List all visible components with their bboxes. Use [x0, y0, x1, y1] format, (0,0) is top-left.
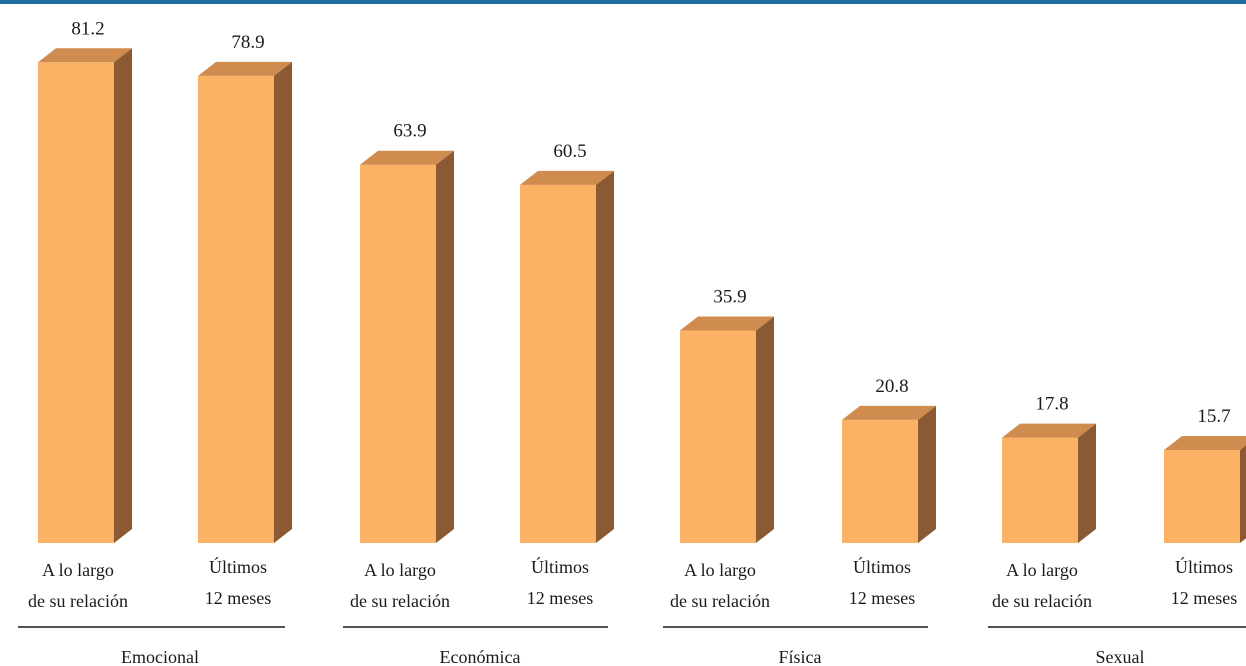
category-label-2-1-1: 12 meses — [849, 588, 916, 608]
bar-front-0-0 — [38, 62, 114, 544]
category-label-3-0-0: A lo largo — [1006, 560, 1078, 580]
bar-side-1-0 — [436, 150, 454, 543]
category-label-1-1-1: 12 meses — [527, 588, 594, 608]
bar-side-3-1 — [1240, 445, 1246, 543]
category-label-1-0-1: de su relación — [350, 591, 450, 611]
value-label-0-0: 81.2 — [71, 18, 104, 39]
value-label-3-1: 15.7 — [1197, 406, 1230, 427]
group-label-2: Física — [779, 647, 822, 666]
group-label-3: Sexual — [1096, 647, 1145, 666]
category-label-0-0-0: A lo largo — [42, 560, 114, 580]
category-label-1-0-0: A lo largo — [364, 560, 436, 580]
bar-front-2-0 — [680, 330, 756, 543]
top-rule — [0, 0, 1246, 4]
category-label-0-1-0: Últimos — [209, 556, 267, 577]
bar-top-1-1 — [520, 170, 614, 185]
bar-top-0-1 — [198, 61, 292, 76]
value-label-1-1: 60.5 — [553, 141, 586, 162]
bar-front-2-1 — [842, 419, 918, 543]
bar-side-1-1 — [596, 170, 614, 543]
category-label-3-1-0: Últimos — [1175, 556, 1233, 577]
bar-front-1-1 — [520, 184, 596, 543]
category-label-2-0-0: A lo largo — [684, 560, 756, 580]
value-label-3-0: 17.8 — [1035, 394, 1068, 415]
category-label-0-1-1: 12 meses — [205, 588, 272, 608]
bar-side-2-1 — [918, 405, 936, 543]
value-label-1-0: 63.9 — [393, 121, 426, 142]
bar-side-0-1 — [274, 61, 292, 544]
bar-side-3-0 — [1078, 423, 1096, 543]
bar-top-2-1 — [842, 405, 936, 420]
bar-side-0-0 — [114, 48, 132, 544]
bar-top-3-1 — [1164, 436, 1246, 451]
category-label-2-0-1: de su relación — [670, 591, 770, 611]
bar-top-2-0 — [680, 316, 774, 331]
bar-top-0-0 — [38, 48, 132, 63]
bar-side-2-0 — [756, 316, 774, 543]
group-label-0: Emocional — [121, 647, 199, 666]
bar-top-1-0 — [360, 150, 454, 165]
category-label-1-1-0: Últimos — [531, 556, 589, 577]
bar-front-0-1 — [198, 75, 274, 544]
bar-front-1-0 — [360, 164, 436, 543]
value-label-2-0: 35.9 — [713, 286, 746, 307]
group-label-1: Económica — [440, 647, 521, 666]
bar-front-3-1 — [1164, 450, 1240, 543]
category-label-3-0-1: de su relación — [992, 591, 1092, 611]
value-label-2-1: 20.8 — [875, 376, 908, 397]
bar-top-3-0 — [1002, 423, 1096, 438]
bar-front-3-0 — [1002, 437, 1078, 543]
category-label-0-0-1: de su relación — [28, 591, 128, 611]
value-label-0-1: 78.9 — [231, 32, 264, 53]
category-label-2-1-0: Últimos — [853, 556, 911, 577]
category-label-3-1-1: 12 meses — [1171, 588, 1238, 608]
